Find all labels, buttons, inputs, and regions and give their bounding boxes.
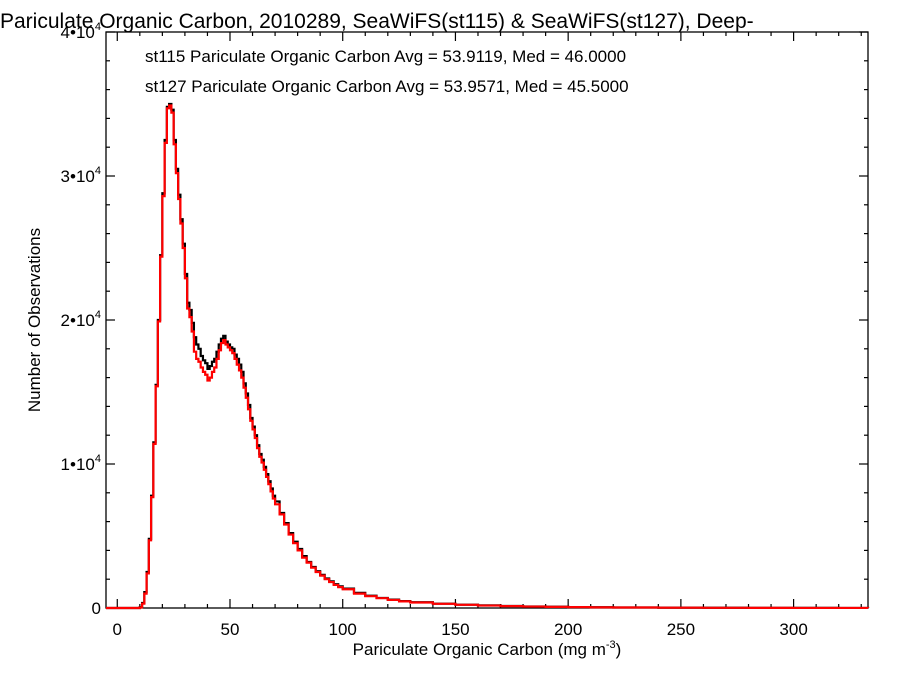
y-tick-label: 0 [92, 599, 101, 618]
x-tick-label: 100 [329, 620, 357, 639]
y-tick-label: 4•104 [61, 21, 101, 42]
axis-ticks: 0 50 100 150 200 250 300 0 1•104 2•104 3•104 4•104 [61, 21, 868, 639]
x-axis-label: Pariculate Organic Carbon (mg m-3) [353, 639, 622, 659]
y-tick-label: 2•104 [61, 309, 101, 330]
y-tick-label: 1•104 [61, 453, 101, 474]
series-layer [106, 102, 870, 610]
x-tick-label: 50 [221, 620, 240, 639]
x-tick-label: 200 [554, 620, 582, 639]
plot-frame [105, 31, 869, 609]
series-line-st115 [106, 102, 870, 610]
y-tick-label: 3•104 [61, 165, 101, 186]
x-tick-label: 150 [441, 620, 469, 639]
x-tick-label: 300 [779, 620, 807, 639]
x-tick-label: 250 [667, 620, 695, 639]
series-st127 [106, 104, 870, 610]
chart-title: Pariculate Organic Carbon, 2010289, SeaW… [0, 10, 754, 33]
series-line-st127 [106, 104, 870, 610]
legend-entry-st115: st115 Pariculate Organic Carbon Avg = 53… [145, 47, 626, 66]
y-axis-label: Number of Observations [25, 228, 44, 412]
x-tick-label: 0 [113, 620, 122, 639]
legend-entry-st127: st127 Pariculate Organic Carbon Avg = 53… [145, 77, 629, 96]
series-st115 [106, 102, 870, 610]
